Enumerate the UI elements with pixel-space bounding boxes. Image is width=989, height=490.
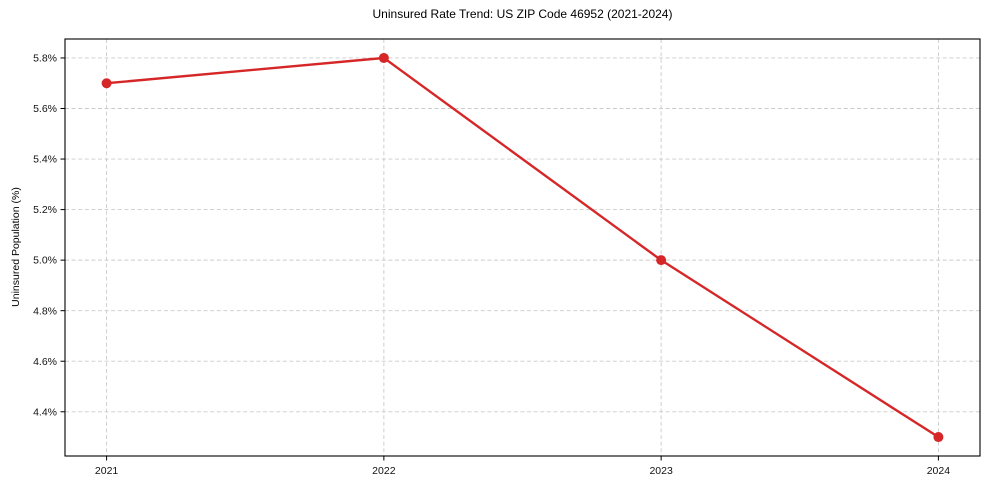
y-tick-label: 5.0% [33, 255, 57, 267]
x-tick-label: 2024 [927, 465, 951, 477]
y-tick-label: 4.6% [33, 356, 57, 368]
x-tick-label: 2022 [372, 465, 396, 477]
x-tick-label: 2021 [95, 465, 119, 477]
x-tick-label: 2023 [649, 465, 673, 477]
data-point [101, 78, 112, 89]
trend-line [105, 56, 940, 439]
y-tick-label: 4.4% [33, 406, 57, 418]
plot-border [64, 38, 981, 457]
data-point [378, 52, 389, 63]
chart-title: Uninsured Rate Trend: US ZIP Code 46952 … [372, 7, 673, 21]
y-tick-label: 5.4% [33, 154, 57, 166]
y-tick-label: 5.2% [33, 204, 57, 216]
y-tick-label: 5.8% [33, 53, 57, 65]
data-point [656, 255, 667, 266]
y-tick-label: 5.6% [33, 103, 57, 115]
data-point [933, 432, 944, 443]
y-tick-label: 4.8% [33, 305, 57, 317]
